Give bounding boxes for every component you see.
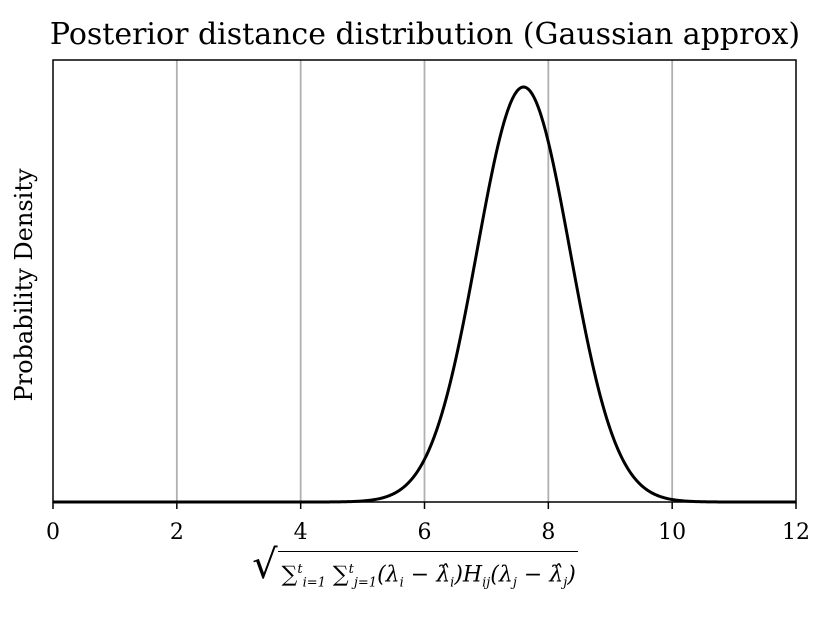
term-b: )H [454,562,483,588]
sum2-sub: j=1 [353,575,378,591]
x-tick-label-2: 2 [170,520,184,545]
lambda-hat-2: λ̂ [549,562,564,588]
chart-title: Posterior distance distribution (Gaussia… [50,17,800,52]
term-a: (λ [377,562,400,588]
x-tick-label-12: 12 [782,520,810,545]
sum-symbol-2: ∑ [332,562,349,588]
term-c: (λ [490,562,513,588]
sub-ij: ij [482,575,491,591]
sub-i: i [399,575,404,591]
x-tick-label-8: 8 [541,520,555,545]
sub-i2: i [450,575,455,591]
term-d: ) [567,562,576,588]
minus-2: − [516,562,550,588]
x-tick-label-10: 10 [658,520,686,545]
sum2-sup: t [348,562,354,577]
x-axis-label-radicand: ∑ti=1 ∑tj=1(λi − λ̂i)Hij(λj − λ̂j) [277,551,578,598]
minus-1: − [403,562,437,588]
x-tick-label-0: 0 [46,520,60,545]
sqrt-sign: √ [252,542,278,588]
x-axis-label: √ ∑ti=1 ∑tj=1(λi − λ̂i)Hij(λj − λ̂j) [252,545,578,598]
sum1-sub: i=1 [302,575,326,591]
x-axis-ticks: 0 2 4 6 8 10 12 [46,502,810,545]
x-tick-label-4: 4 [294,520,308,545]
sum-symbol-1: ∑ [281,562,298,588]
sub-j: j [512,575,517,591]
grid-lines [175,60,674,502]
sum1-sup: t [297,562,303,577]
x-tick-label-6: 6 [418,520,432,545]
y-axis-label: Probability Density [10,168,38,402]
lambda-hat-1: λ̂ [436,562,451,588]
sub-j2: j [563,575,568,591]
x-axis-label-wrap: √ ∑ti=1 ∑tj=1(λi − λ̂i)Hij(λj − λ̂j) [0,545,830,611]
